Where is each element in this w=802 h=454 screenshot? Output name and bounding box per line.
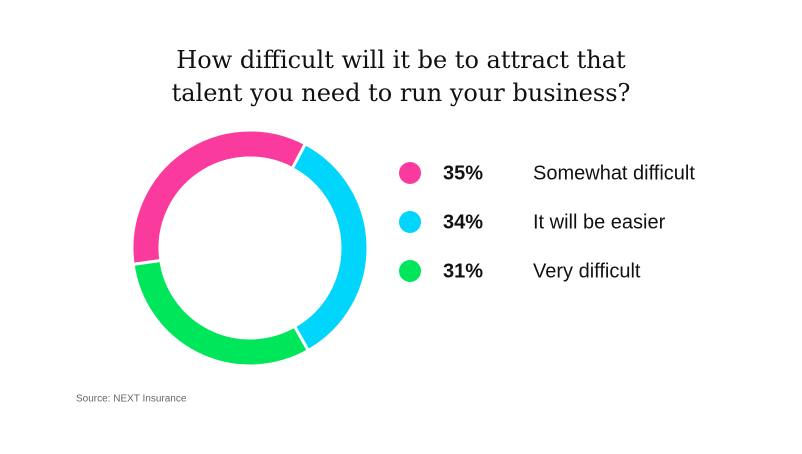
source: Source: NEXT Insurance (76, 394, 187, 405)
legend-label: Very difficult (533, 260, 641, 282)
donut-segment (130, 128, 308, 267)
value-label: 34% (443, 211, 483, 233)
chart-title: How difficult will it be to attract that… (171, 46, 631, 107)
value-label: 35% (443, 162, 483, 184)
donut-segment (131, 258, 311, 368)
legend-marker (399, 260, 421, 282)
legend-label: Somewhat difficult (533, 162, 695, 184)
legend-label: It will be easier (533, 211, 666, 233)
legend-marker (399, 211, 421, 233)
value-label: 31% (443, 260, 483, 282)
donut-segment (290, 141, 370, 353)
legend-marker (399, 162, 421, 184)
